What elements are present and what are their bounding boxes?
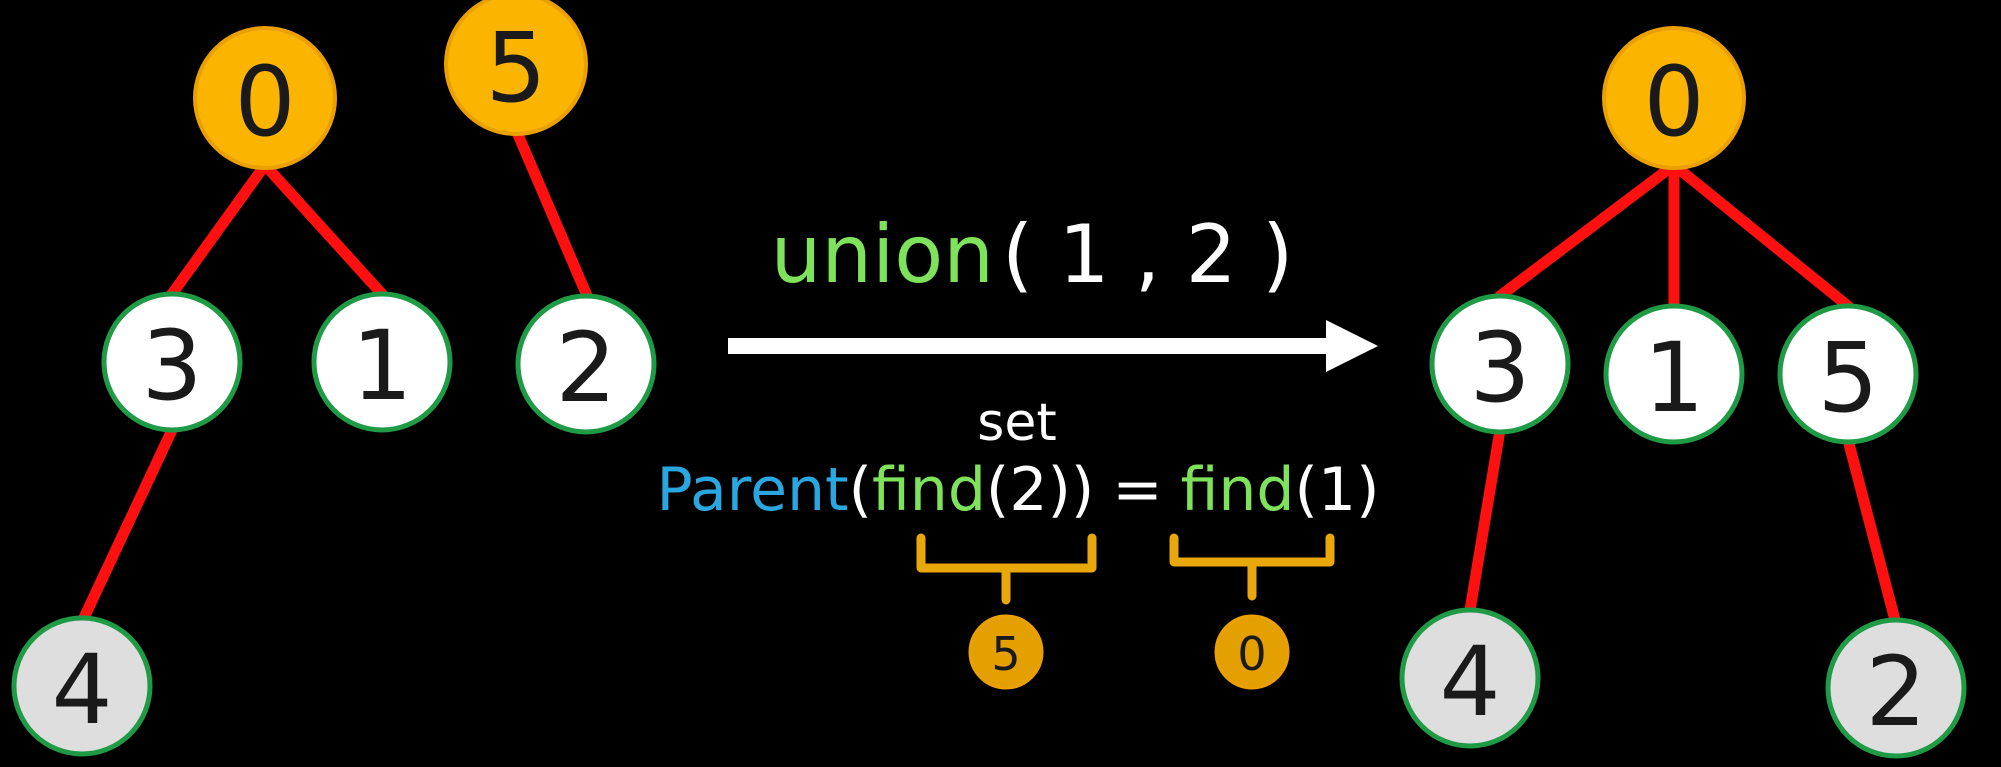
node-2: 2 (515, 293, 657, 435)
node-1: 1 (311, 291, 453, 433)
edge-after-3-4 (1464, 424, 1506, 616)
union-func-name: union (771, 208, 994, 301)
node-0-root: 0 (193, 26, 337, 170)
node-2-label: 2 (555, 312, 616, 424)
after-node-1-label: 1 (1643, 322, 1704, 434)
find-left-arg: (2)) (986, 455, 1094, 525)
after-node-1: 1 (1603, 303, 1745, 445)
edge-after-5-2 (1842, 434, 1902, 630)
transform-arrow (728, 320, 1378, 372)
equals-sign: = (1112, 455, 1162, 525)
node-3-label: 3 (141, 310, 202, 422)
open-paren: ( (849, 455, 872, 525)
edge-0-1 (259, 159, 388, 300)
find-left: find (872, 455, 986, 525)
edge-0-3 (166, 159, 271, 300)
before-trees: 0 3 1 4 5 2 (11, 0, 657, 757)
union-call: union( 1 , 2 ) (771, 208, 1294, 301)
set-keyword: set (977, 393, 1056, 453)
after-node-2-label: 2 (1865, 636, 1926, 748)
after-node-4-label: 4 (1439, 626, 1500, 738)
edge-after-0-3 (1494, 159, 1680, 302)
node-4-label: 4 (51, 634, 112, 746)
find-right: find (1181, 455, 1295, 525)
arrow-head (1326, 320, 1378, 372)
operation-panel: union( 1 , 2 ) set Parent(find(2)) = find(… (657, 208, 1380, 690)
brace-left (916, 533, 1097, 605)
after-node-3-label: 3 (1469, 312, 1530, 424)
edge-after-0-5 (1668, 159, 1854, 312)
node-4: 4 (11, 615, 153, 757)
brace-right (1169, 533, 1335, 601)
node-3: 3 (101, 291, 243, 433)
parent-word: Parent (657, 455, 849, 525)
result-node-5: 5 (968, 614, 1044, 690)
edge-5-2 (510, 124, 594, 304)
find-right-arg: (1) (1295, 455, 1380, 525)
after-node-3: 3 (1429, 293, 1571, 435)
after-node-5-label: 5 (1817, 322, 1878, 434)
after-tree: 0 3 1 5 4 2 (1399, 26, 1967, 759)
set-parent-expression: Parent(find(2)) = find(1) (657, 455, 1380, 525)
result-0-label: 0 (1237, 627, 1266, 681)
after-node-0-root: 0 (1602, 26, 1746, 170)
node-5-label: 5 (485, 12, 546, 124)
after-node-5: 5 (1777, 303, 1919, 445)
result-node-0: 0 (1214, 614, 1290, 690)
node-1-label: 1 (351, 310, 412, 422)
after-node-0-label: 0 (1643, 46, 1704, 158)
union-args: ( 1 , 2 ) (1002, 208, 1293, 301)
result-5-label: 5 (991, 627, 1020, 681)
after-node-4: 4 (1399, 607, 1541, 749)
node-0-label: 0 (234, 46, 295, 158)
after-node-2: 2 (1825, 617, 1967, 759)
node-5-root: 5 (444, 0, 588, 136)
edge-3-4 (76, 424, 178, 628)
